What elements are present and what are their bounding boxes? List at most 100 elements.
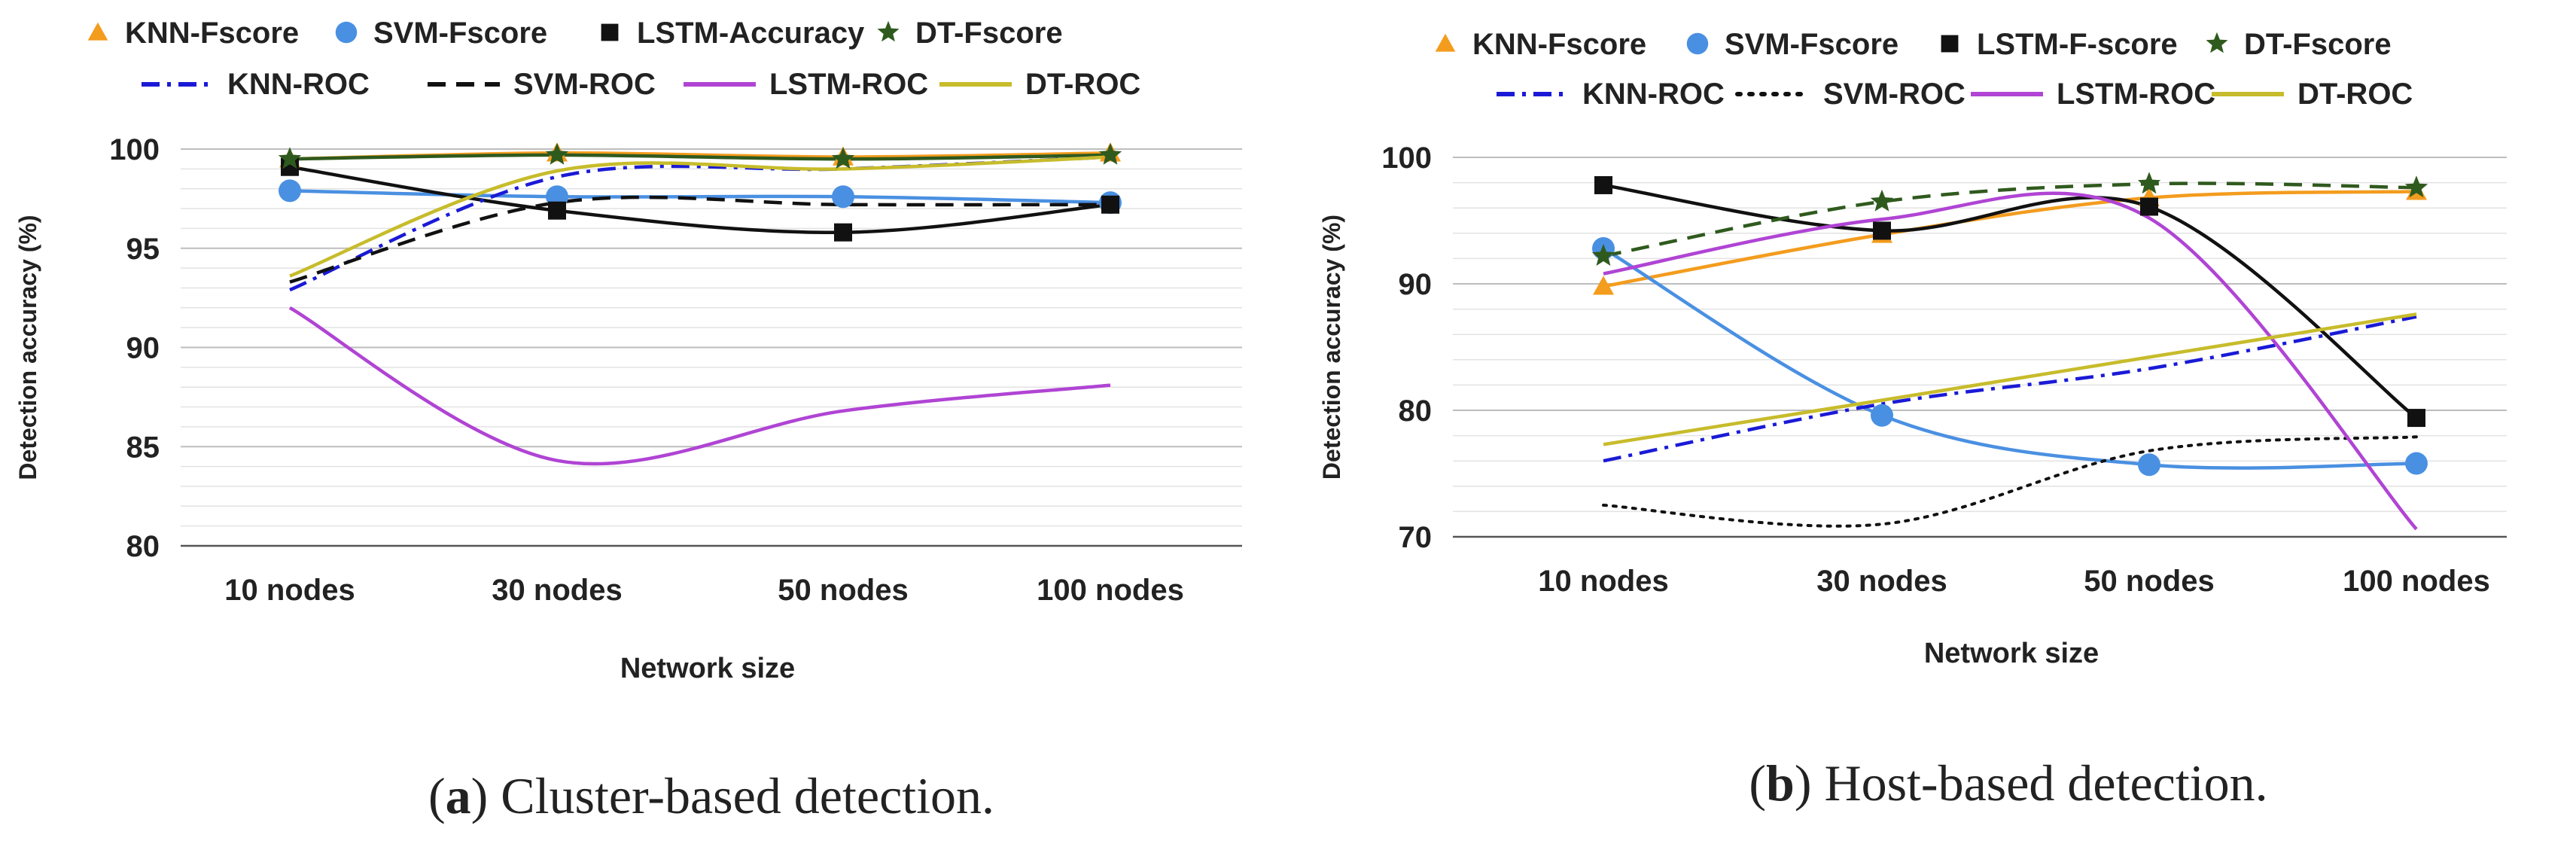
data-point-dt-fscore [831, 147, 855, 169]
series-line-dt-roc [289, 155, 1111, 278]
data-point-knn-fscore [1593, 276, 1614, 295]
legend-item-dt-roc: DT-ROC [939, 68, 1140, 101]
legend: KNN-Fscore SVM-Fscore LSTM-F-score DT-Fscor… [1435, 28, 2413, 111]
legend-item-lstm-f-score: LSTM-F-score [1941, 28, 2178, 61]
y-axis-title: Detection accuracy (%) [1318, 215, 1345, 480]
legend-label: LSTM-Accuracy [637, 17, 865, 50]
y-tick-label: 90 [126, 332, 160, 365]
y-tick-label: 100 [1381, 142, 1432, 175]
data-point-lstm-f-score [2140, 197, 2158, 216]
legend-item-svm-roc: SVM-ROC [428, 68, 656, 101]
legend-label: KNN-ROC [1582, 78, 1725, 111]
data-point-lstm-f-score [1594, 175, 1612, 194]
data-point-dt-fscore [1098, 142, 1122, 165]
data-point-dt-fscore [278, 147, 302, 169]
y-tick-label: 95 [126, 233, 160, 266]
series-lines [288, 151, 1111, 466]
legend-item-svm-fscore: SVM-Fscore [335, 17, 547, 50]
legend-item-lstm-accuracy: LSTM-Accuracy [601, 17, 865, 50]
data-point-lstm-f-score [2407, 409, 2425, 428]
data-point-lstm-accuracy [1101, 195, 1119, 214]
legend-item-knn-roc: KNN-ROC [1497, 78, 1725, 111]
gridlines [1453, 157, 2507, 538]
x-tick-label: 50 nodes [778, 574, 908, 607]
legend-label: DT-ROC [1025, 68, 1140, 101]
data-point-lstm-accuracy [834, 223, 852, 242]
legend-item-lstm-roc: LSTM-ROC [1971, 78, 2215, 111]
series-line-lstm-accuracy [289, 165, 1111, 235]
legend-item-dt-fscore: DT-Fscore [877, 17, 1063, 50]
legend-marker-knn-fscore [1435, 33, 1456, 52]
y-axis-title: Detection accuracy (%) [14, 215, 41, 480]
y-tick-label: 70 [1399, 521, 1433, 554]
legend-label: SVM-Fscore [1725, 28, 1899, 61]
series-line-lstm-roc [1603, 191, 2418, 531]
series-markers [278, 142, 1122, 242]
legend-label: KNN-Fscore [125, 17, 299, 50]
legend-label: SVM-ROC [1823, 78, 1965, 111]
x-tick-label: 10 nodes [1538, 565, 1668, 598]
y-tick-label: 100 [109, 133, 160, 166]
data-point-dt-fscore [2137, 172, 2161, 194]
data-point-svm-fscore [1871, 404, 1893, 427]
x-axis-title: Network size [1924, 638, 2099, 669]
legend-item-dt-fscore: DT-Fscore [2206, 28, 2392, 61]
data-point-svm-fscore [2138, 453, 2160, 477]
legend-item-svm-roc: SVM-ROC [1735, 78, 1965, 111]
legend-item-knn-roc: KNN-ROC [142, 68, 370, 101]
legend-marker-lstm-f-score [1941, 35, 1959, 53]
legend-label: LSTM-F-score [1977, 28, 2178, 61]
x-tick-label: 30 nodes [492, 574, 622, 607]
x-axis-title: Network size [620, 653, 795, 684]
series-line-svm-roc [289, 195, 1111, 284]
data-point-lstm-accuracy [548, 201, 566, 220]
data-point-svm-fscore [279, 179, 301, 203]
series-line-lstm-roc [288, 306, 1111, 466]
series-line-dt-fscore [1603, 181, 2417, 258]
series-line-dt-fscore [289, 153, 1111, 161]
legend-item-knn-fscore: KNN-Fscore [1435, 28, 1646, 61]
legend-item-svm-fscore: SVM-Fscore [1686, 28, 1899, 61]
series-line-svm-fscore [1602, 247, 2417, 470]
y-tick-label: 80 [126, 530, 160, 563]
x-tick-label: 100 nodes [1037, 574, 1184, 607]
legend-marker-dt-fscore [877, 20, 900, 42]
legend-item-knn-fscore: KNN-Fscore [87, 17, 299, 50]
x-tick-label: 30 nodes [1816, 565, 1947, 598]
data-point-svm-fscore [2405, 452, 2428, 475]
series-line-svm-fscore [289, 189, 1111, 205]
data-point-dt-fscore [545, 142, 569, 165]
legend-label: DT-Fscore [2244, 28, 2392, 61]
data-point-dt-fscore [2404, 175, 2428, 198]
data-point-dt-fscore [1591, 244, 1615, 266]
series-line-knn-fscore [1603, 190, 2417, 288]
x-tick-label: 100 nodes [2343, 565, 2490, 598]
legend-label: DT-Fscore [915, 17, 1063, 50]
series-markers [1591, 172, 2428, 477]
series-line-lstm-f-score [1603, 183, 2418, 419]
legend: KNN-Fscore SVM-Fscore LSTM-Accuracy DT-Fsco… [87, 17, 1140, 101]
gridlines [181, 148, 1242, 547]
legend-label: DT-ROC [2297, 78, 2413, 111]
legend-label: KNN-Fscore [1472, 28, 1646, 61]
data-point-dt-fscore [1870, 189, 1894, 212]
y-tick-label: 90 [1399, 268, 1433, 301]
chart-panel-b: 70 80 90 100 10 nodes 30 nodes 50 nodes 100 nod… [1318, 28, 2507, 812]
legend-marker-svm-fscore [1686, 32, 1709, 55]
legend-marker-knn-fscore [87, 22, 108, 41]
legend-marker-lstm-accuracy [601, 23, 619, 41]
legend-label: LSTM-ROC [769, 68, 928, 101]
legend-item-lstm-roc: LSTM-ROC [684, 68, 928, 101]
legend-item-dt-roc: DT-ROC [2212, 78, 2413, 111]
y-tick-label: 85 [126, 431, 160, 464]
series-line-knn-roc [1603, 315, 2417, 463]
figure-caption: (b) Host-based detection. [1749, 754, 2267, 812]
legend-label: LSTM-ROC [2057, 78, 2215, 111]
series-line-knn-roc [289, 155, 1111, 292]
legend-label: KNN-ROC [227, 68, 370, 101]
series-line-svm-roc [1602, 435, 2418, 528]
legend-marker-dt-fscore [2206, 32, 2228, 53]
legend-label: SVM-Fscore [373, 17, 547, 50]
data-point-lstm-f-score [1873, 221, 1891, 240]
